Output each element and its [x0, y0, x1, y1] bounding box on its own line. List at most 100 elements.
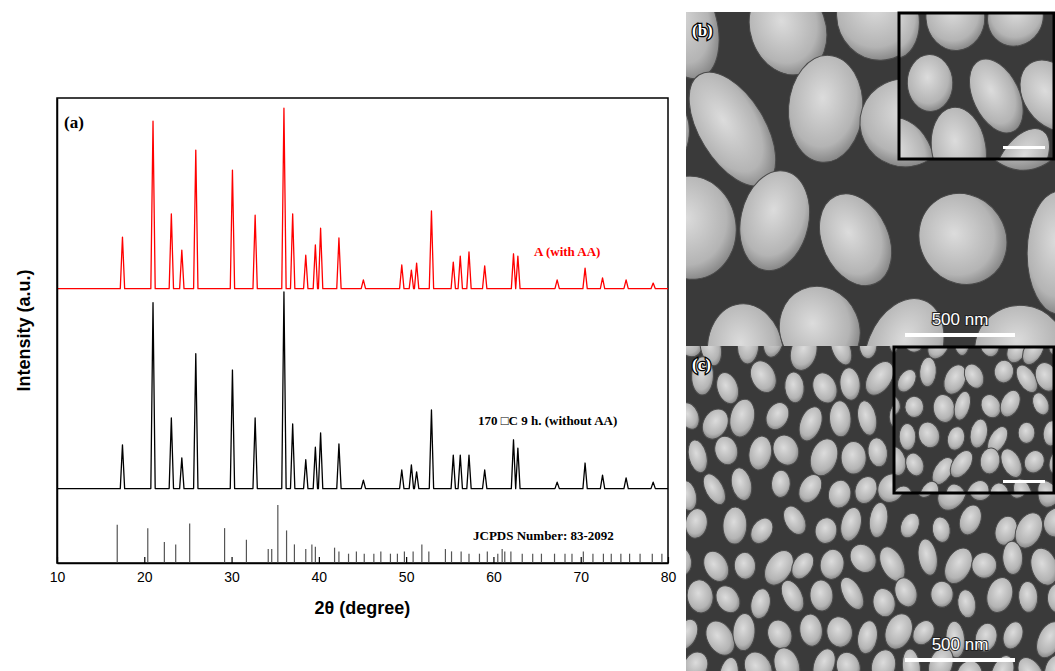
y-axis [57, 99, 58, 564]
particle [728, 466, 755, 503]
reference-stick [541, 554, 542, 563]
reference-stick [603, 554, 604, 563]
x-tick-label: 40 [312, 569, 328, 585]
particle [962, 476, 994, 494]
x-tick-mark [581, 557, 582, 563]
particle [806, 435, 843, 479]
particle [686, 616, 702, 653]
particle [748, 587, 772, 620]
reference-stick [652, 554, 653, 563]
particle [855, 619, 880, 655]
particle [931, 393, 956, 424]
particle [711, 581, 745, 617]
reference-stick [445, 549, 446, 563]
reference-stick [380, 551, 381, 563]
particle [977, 12, 1055, 57]
x-tick-mark [319, 557, 320, 563]
particle [745, 357, 781, 397]
image-background [893, 346, 1055, 494]
particle [951, 390, 973, 422]
x-tick-label: 60 [486, 569, 502, 585]
particle [997, 445, 1027, 481]
particle [699, 470, 731, 508]
xrd-pattern [57, 108, 668, 288]
sem-image-content [686, 346, 1055, 671]
reference-stick [147, 528, 148, 563]
reference-stick [286, 530, 287, 563]
x-tick: 70 [573, 557, 589, 585]
image-label: (c) [692, 355, 711, 374]
reference-stick [611, 554, 612, 563]
x-tick-label: 50 [399, 569, 415, 585]
particle [713, 370, 743, 407]
particle [809, 646, 840, 671]
reference-stick [522, 554, 523, 563]
inset-border [899, 13, 1054, 159]
particle [712, 433, 741, 467]
particle [699, 547, 734, 586]
particle [702, 299, 789, 346]
particle [1033, 477, 1055, 494]
particle [979, 447, 1002, 475]
image-label: (b) [692, 21, 713, 40]
particle [809, 579, 834, 612]
x-tick: 20 [137, 557, 153, 585]
particle [902, 450, 927, 478]
particle [826, 479, 853, 510]
particle [764, 617, 796, 653]
reference-stick [487, 551, 488, 563]
particle [915, 537, 940, 576]
reference-stick [390, 554, 391, 563]
particle [686, 547, 693, 577]
particle [770, 644, 805, 671]
particle [925, 103, 992, 160]
reference-stick [404, 551, 405, 563]
reference-stick [334, 548, 335, 563]
particle [785, 53, 866, 165]
reference-stick [364, 554, 365, 563]
y-axis-title: Intensity (a.u.) [14, 269, 34, 391]
particle [771, 470, 791, 498]
reference-stick [189, 523, 190, 563]
particle [968, 418, 990, 450]
particle [867, 501, 890, 538]
particle [686, 284, 702, 346]
particle [1002, 541, 1024, 575]
reference-stick [348, 554, 349, 563]
x-tick: 40 [312, 557, 328, 585]
reference-stick [583, 551, 584, 563]
particle [983, 119, 1055, 160]
particle [1000, 619, 1027, 652]
reference-stick [461, 551, 462, 563]
particle [686, 479, 699, 512]
particle [762, 399, 794, 434]
particle [855, 399, 880, 437]
reference-stick [639, 554, 640, 563]
particle [955, 502, 985, 538]
particle [732, 613, 756, 651]
particle [924, 12, 987, 52]
particle [859, 346, 877, 359]
particle [904, 396, 924, 418]
inset-content [893, 346, 1055, 494]
inset [794, 0, 1055, 278]
particle [731, 164, 819, 277]
particle [906, 54, 953, 112]
particle [686, 435, 687, 466]
sem-image: (c)500 nm [630, 285, 1055, 671]
sem-image-content [686, 12, 1055, 346]
particle [945, 425, 967, 452]
x-tick-label: 30 [224, 569, 240, 585]
reference-stick [592, 554, 593, 563]
x-tick-label: 70 [573, 569, 589, 585]
particle [956, 589, 978, 620]
reference-stick [661, 554, 662, 563]
reference-stick [629, 554, 630, 563]
reference-stick [268, 549, 269, 563]
particle [826, 346, 856, 368]
particle [769, 431, 803, 469]
reference-stick [413, 551, 414, 563]
image-background [686, 346, 1055, 671]
particle [829, 400, 852, 437]
particle [1029, 390, 1052, 417]
